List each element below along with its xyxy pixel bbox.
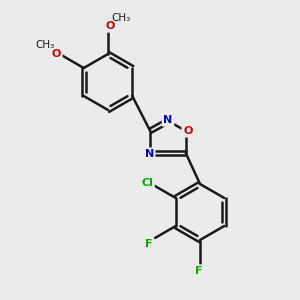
Text: O: O [183, 126, 193, 136]
Text: CH₃: CH₃ [111, 13, 130, 23]
Text: CH₃: CH₃ [36, 40, 55, 50]
Text: Cl: Cl [141, 178, 153, 188]
Text: N: N [145, 149, 154, 159]
Text: O: O [105, 21, 115, 31]
Text: N: N [164, 115, 172, 125]
Text: O: O [52, 49, 61, 59]
Text: F: F [195, 266, 203, 276]
Text: F: F [145, 239, 153, 249]
